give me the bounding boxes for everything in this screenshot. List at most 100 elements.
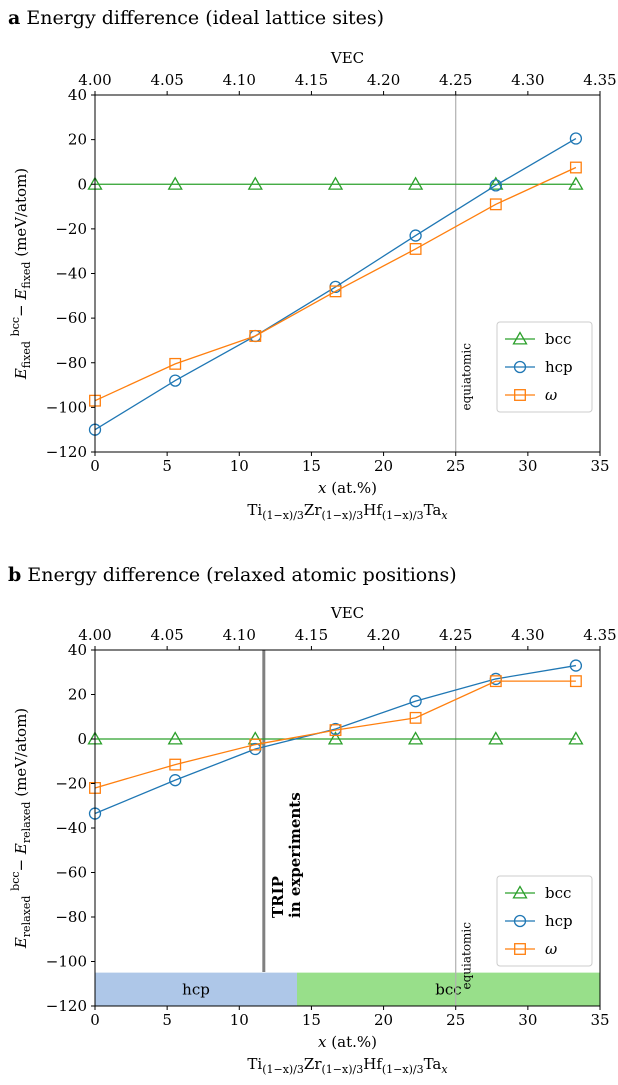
panel-a-xtick-label: 25 bbox=[446, 457, 465, 475]
panel-a-vec-tick-label: 4.20 bbox=[367, 71, 400, 89]
panel-a-ytick-label: −60 bbox=[55, 309, 87, 327]
panel-a-xtick-label: 20 bbox=[374, 457, 393, 475]
panel-a-ytick-label: −80 bbox=[55, 354, 87, 372]
panel-b-series-omega-point bbox=[569, 675, 582, 688]
panel-a-ytick-label: 20 bbox=[68, 131, 87, 149]
panel-a-legend-entry-hcp-label: hcp bbox=[545, 358, 573, 376]
panel-b-xtick-label: 0 bbox=[90, 1011, 100, 1029]
panel-b-ytick-label: −100 bbox=[46, 953, 87, 971]
panel-b-ytick-label: −40 bbox=[55, 819, 87, 837]
panel-a-vec-tick-label: 4.30 bbox=[511, 71, 544, 89]
panel-b-series-omega-point bbox=[249, 738, 262, 751]
panel-a-series-bcc-point bbox=[327, 176, 344, 190]
panel-a-legend-entry-bcc-swatch-marker bbox=[512, 331, 528, 345]
panel-b-band-label-bcc: bcc bbox=[435, 980, 461, 998]
panel-b-series-bcc-point bbox=[488, 731, 504, 745]
panel-a-legend: bcc hcp ω bbox=[496, 321, 593, 413]
panel-a-top-xlabel: VEC bbox=[330, 49, 364, 67]
panel-b-series-bcc-point bbox=[407, 731, 424, 745]
panel-b-ytick-label: −20 bbox=[55, 775, 87, 793]
panel-b-vec-tick-label: 4.15 bbox=[295, 626, 328, 644]
panel-b-xtick-label: 20 bbox=[374, 1011, 393, 1029]
panel-a-series-omega-point bbox=[409, 243, 422, 255]
panel-b-legend: bcc hcp ω bbox=[496, 875, 593, 967]
panel-b-legend-entry-hcp-swatch-marker bbox=[513, 914, 527, 928]
panel-b-series-omega-point bbox=[489, 675, 502, 688]
panel-a-vec-tick-label: 4.05 bbox=[150, 71, 183, 89]
panel-b-series-omega-point bbox=[409, 711, 422, 724]
panel-a-ytick-label: −100 bbox=[46, 398, 87, 416]
panel-a-series-omega-point bbox=[489, 198, 502, 211]
panel-b-ytick-label: 20 bbox=[68, 686, 87, 704]
panel-b-legend-entry-hcp-label: hcp bbox=[545, 912, 573, 930]
panel-a-vec-tick-label: 4.15 bbox=[295, 71, 328, 89]
panel-b-trip-label-0: TRIP bbox=[269, 876, 287, 918]
panel-a-legend-entry-hcp: hcp bbox=[505, 358, 573, 376]
panel-a-series-bcc-point bbox=[568, 176, 584, 190]
panel-a-series-omega-point bbox=[169, 357, 182, 370]
panel-a-equiatomic-label: equiatomic bbox=[460, 343, 474, 411]
panel-b-ytick-label: 40 bbox=[68, 641, 87, 659]
panel-a-series-omega-point bbox=[569, 161, 582, 174]
panel-b-xlabel-formula: Ti(1−x)/3Zr(1−x)/3Hf(1−x)/3Tax bbox=[247, 1055, 448, 1076]
panel-a-title: a Energy difference (ideal lattice sites… bbox=[8, 7, 384, 29]
panel-b-xtick-label: 25 bbox=[446, 1011, 465, 1029]
panel-a-xtick-label: 0 bbox=[90, 457, 100, 475]
panel-b-ylabel: Erelaxed bcc− Erelaxed (meV/atom) bbox=[9, 708, 33, 949]
panel-b-legend-entry-omega-swatch-marker bbox=[514, 943, 526, 955]
panel-b-top-xlabel: VEC bbox=[330, 604, 364, 622]
panel-a-xtick-label: 10 bbox=[230, 457, 249, 475]
panel-a-series-hcp-point bbox=[569, 132, 583, 145]
panel-b-vec-tick-label: 4.00 bbox=[78, 626, 111, 644]
panel-b-legend-entry-omega-label: ω bbox=[545, 940, 557, 958]
panel-b-equiatomic-label: equiatomic bbox=[460, 922, 474, 990]
panel-a-xtick-label: 5 bbox=[162, 457, 172, 475]
panel-a-legend-entry-bcc: bcc bbox=[505, 330, 571, 348]
panel-a-ylabel: Efixed bcc− Efixed (meV/atom) bbox=[9, 168, 33, 380]
panel-b-series-bcc-point bbox=[568, 731, 584, 745]
panel-b-vec-tick-label: 4.35 bbox=[583, 626, 616, 644]
panel-a-series-hcp-point bbox=[409, 229, 422, 242]
panel-b: b Energy difference (relaxed atomic posi… bbox=[8, 564, 617, 1076]
panel-b-legend-entry-hcp: hcp bbox=[505, 912, 573, 930]
panel-b-vec-tick-label: 4.10 bbox=[223, 626, 256, 644]
panel-b-series-hcp-point bbox=[169, 774, 182, 787]
panel-a-series-bcc-point bbox=[407, 176, 424, 190]
panel-a-series-hcp-line bbox=[94, 137, 577, 431]
panel-b-band-bcc bbox=[297, 972, 600, 1006]
panel-a-series-hcp-point bbox=[169, 374, 182, 387]
panel-b-ytick-label: 0 bbox=[77, 730, 87, 748]
panel-b-trip-label-1: in experiments bbox=[286, 792, 304, 918]
panel-a-xtick-label: 30 bbox=[518, 457, 537, 475]
panel-b-legend-entry-bcc-label: bcc bbox=[545, 884, 571, 902]
panel-a: a Energy difference (ideal lattice sites… bbox=[8, 7, 617, 522]
panel-a-series-omega-point bbox=[329, 285, 342, 298]
panel-a-xlabel-formula: Ti(1−x)/3Zr(1−x)/3Hf(1−x)/3Tax bbox=[247, 501, 448, 522]
panel-b-series-hcp-point bbox=[569, 659, 583, 672]
panel-b-band-label-hcp: hcp bbox=[182, 980, 210, 998]
panel-b-legend-entry-bcc: bcc bbox=[505, 884, 571, 902]
panel-b-vec-tick-label: 4.20 bbox=[367, 626, 400, 644]
panel-b-vec-tick-label: 4.05 bbox=[150, 626, 183, 644]
panel-a-vec-tick-label: 4.25 bbox=[439, 71, 472, 89]
panel-a-series-bcc-point bbox=[167, 176, 183, 190]
panel-b-xtick-label: 30 bbox=[518, 1011, 537, 1029]
panel-b-legend-entry-bcc-swatch-marker bbox=[512, 885, 528, 899]
panel-b-xtick-label: 35 bbox=[590, 1011, 609, 1029]
panel-a-series-hcp-point bbox=[489, 179, 502, 192]
panel-a-xtick-label: 15 bbox=[302, 457, 321, 475]
panel-b-vec-tick-label: 4.30 bbox=[511, 626, 544, 644]
panel-b-series-omega-point bbox=[329, 724, 342, 737]
panel-b-series-hcp-point bbox=[409, 695, 422, 708]
panel-a-legend-entry-bcc-label: bcc bbox=[545, 330, 571, 348]
panel-b-xtick-label: 15 bbox=[302, 1011, 321, 1029]
panel-a-legend-entry-omega: ω bbox=[505, 386, 557, 404]
panel-b-xtick-label: 5 bbox=[162, 1011, 172, 1029]
panel-b-legend-entry-omega: ω bbox=[505, 940, 557, 958]
panel-a-series-bcc-point bbox=[247, 176, 263, 190]
panel-b-series-hcp-line bbox=[94, 664, 577, 815]
panel-b-xtick-label: 10 bbox=[230, 1011, 249, 1029]
panel-a-series-omega-line bbox=[94, 166, 577, 402]
panel-a-legend-entry-omega-label: ω bbox=[545, 386, 557, 404]
